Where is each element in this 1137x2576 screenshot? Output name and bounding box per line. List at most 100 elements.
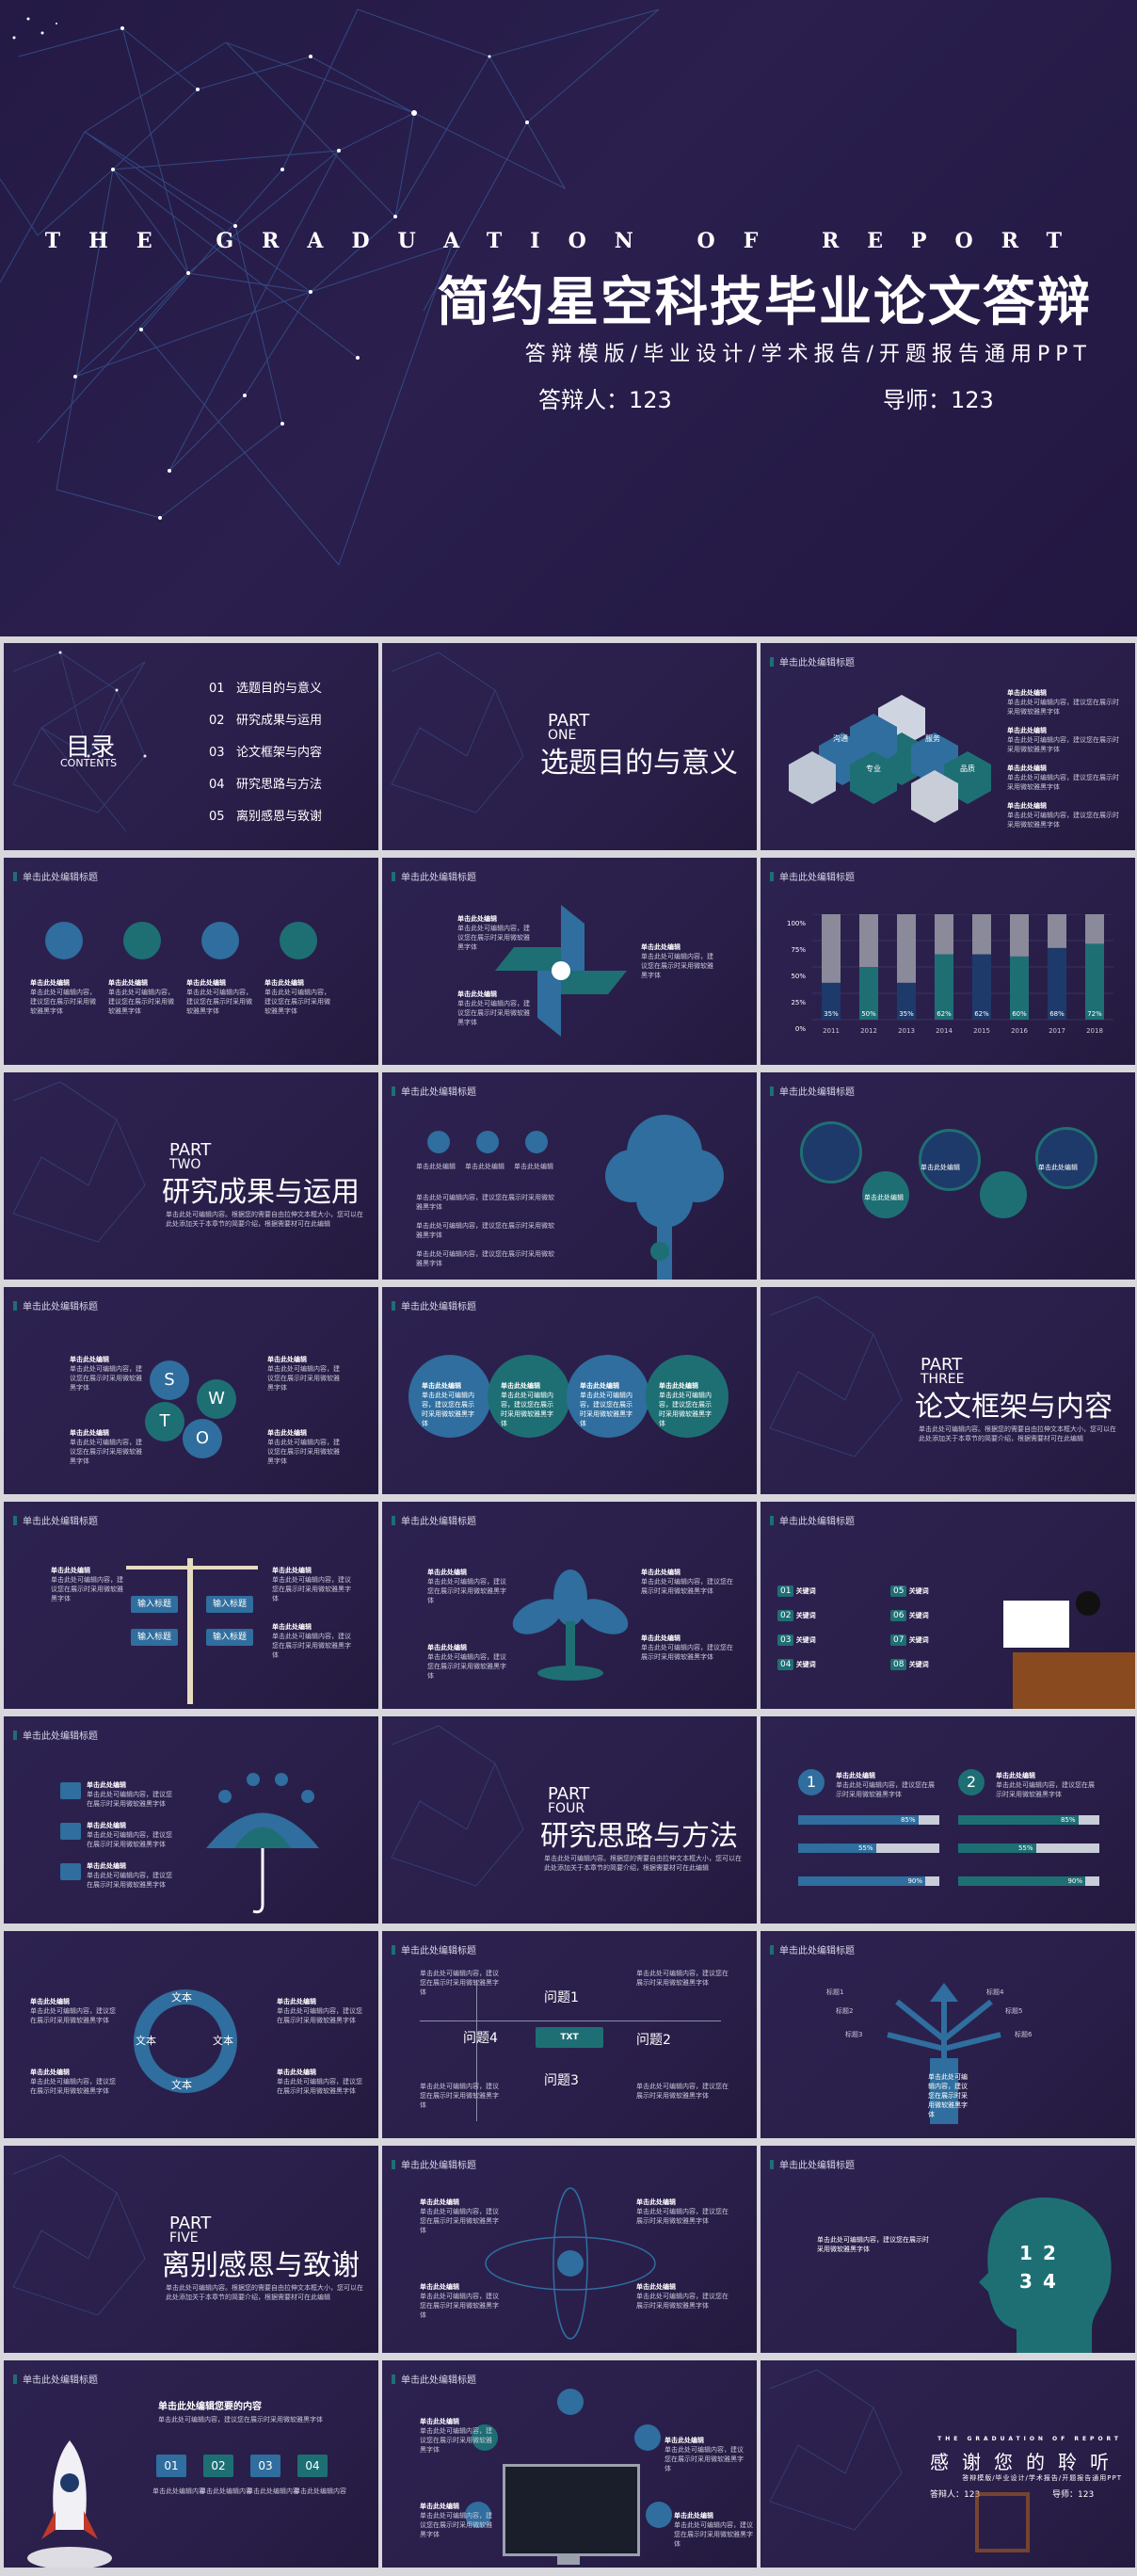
star-icon	[557, 2389, 584, 2415]
toc-item[interactable]: 05 离别感恩与致谢	[209, 801, 322, 833]
swot-t: T	[145, 1402, 184, 1441]
swot-w: W	[197, 1379, 236, 1419]
section-part: PART	[169, 2214, 212, 2233]
rocket-caption: 单击此处编辑内容	[247, 2487, 299, 2495]
network-decoration	[391, 652, 524, 813]
progress-number: 1	[798, 1769, 825, 1795]
slide-four-circles[interactable]: 单击此处编辑标题 单击此处编辑 单击此处可编辑内容，建议您在展示时采用微软雅黑字体…	[382, 1287, 757, 1494]
slide-keywords[interactable]: 单击此处编辑标题 01 关键词 02 关键词 03 关键词 04 关键词 05 …	[761, 1502, 1135, 1709]
slide-tree-icons[interactable]: 单击此处编辑标题 单击此处编辑 单击此处编辑 单击此处编辑 单击此处可编辑内容，…	[382, 1072, 757, 1280]
signpost-label[interactable]: 输入标题	[131, 1629, 178, 1646]
data-label: 62%	[974, 1010, 989, 1018]
slide-header: 单击此处编辑标题	[13, 1728, 98, 1742]
progress-fill: 55%	[958, 1843, 1036, 1853]
rocket-title: 单击此处编辑您要的内容	[158, 2402, 262, 2412]
progress-track: 55%	[958, 1843, 1099, 1853]
slide-gears[interactable]: 单击此处编辑标题 单击此处编辑 单击此处编辑 单击此处编辑	[761, 1072, 1135, 1280]
head-silhouette	[979, 2198, 1112, 2353]
toc-num: 01	[209, 682, 225, 696]
keyword-label: 关键词	[795, 1661, 816, 1668]
monitor-text: 单击此处编辑 单击此处可编辑内容，建议您在展示时采用微软雅黑字体	[420, 2418, 492, 2454]
toc-item[interactable]: 04 研究思路与方法	[209, 769, 322, 801]
slide-bar-chart[interactable]: 单击此处编辑标题 100% 75% 50% 25% 0% 35% 2011 50% 2…	[761, 858, 1135, 1065]
people-icon	[980, 1171, 1027, 1218]
bar-chart: 35% 2011 50% 2012 35% 2013 62% 2014 62% 2015 60% 20…	[812, 914, 1113, 1035]
slide-cycle[interactable]: 文本 文本 文本 文本 单击此处编辑 单击此处可编辑内容，建议您在展示时采用微软雅…	[4, 1931, 378, 2138]
cycle-text: 单击此处编辑 单击此处可编辑内容，建议您在展示时采用微软雅黑字体	[277, 2069, 362, 2095]
problem-label: 问题2	[636, 2033, 671, 2048]
keyword-num: 01	[777, 1586, 794, 1597]
slide-rocket[interactable]: 单击此处编辑标题 单击此处编辑您要的内容 单击此处可编辑内容，建议您在展示时采用…	[4, 2360, 378, 2568]
slide-signpost[interactable]: 单击此处编辑标题 输入标题 输入标题 输入标题 输入标题 单击此处编辑 单击此处可…	[4, 1502, 378, 1709]
problem-text: 单击此处可编辑内容，建议您在展示时采用微软雅黑字体	[636, 2083, 729, 2100]
signpost-label[interactable]: 输入标题	[206, 1629, 253, 1646]
lock-icon	[800, 1121, 862, 1183]
bar	[822, 982, 841, 1020]
slide-pinwheel[interactable]: 单击此处编辑标题 单击此处编辑 单击此处可编辑内容，建议您在展示时采用微软雅黑字体…	[382, 858, 757, 1065]
rocket-num: 04	[297, 2455, 328, 2477]
slide-umbrella[interactable]: 单击此处编辑标题 单击此处编辑 单击此处可编辑内容，建议您在展示时采用微软雅黑字体…	[4, 1716, 378, 1924]
progress-text: 单击此处编辑 单击此处可编辑内容，建议您在展示时采用微软雅黑字体	[996, 1772, 1095, 1798]
slide-thanks[interactable]: THE GRADUATION OF REPORT 感谢您的聆听 答辩模版/毕业设…	[761, 2360, 1135, 2568]
problem-text: 单击此处可编辑内容，建议您在展示时采用微软雅黑字体	[636, 1970, 729, 1987]
slide-monitor[interactable]: 单击此处编辑标题 单击此处编辑 单击此处可编辑内容，建议您在展示时采用微软雅黑字体…	[382, 2360, 757, 2568]
keyword-label: 关键词	[908, 1587, 929, 1595]
slide-header: 单击此处编辑标题	[392, 2157, 476, 2171]
slide-hex[interactable]: 单击此处编辑标题 沟通 专业 服务 品质 单击此处编辑 单击此处可编辑内容，建议您…	[761, 643, 1135, 850]
bar	[897, 982, 916, 1020]
progress-track: 90%	[798, 1876, 939, 1886]
slide-section-2[interactable]: PART TWO 研究成果与运用 单击此处可编辑内容。根据您的需要自由拉伸文本框…	[4, 1072, 378, 1280]
plant-text: 单击此处编辑 单击此处可编辑内容，建议您在展示时采用微软雅黑字体	[427, 1569, 506, 1604]
cover-slide[interactable]: THE GRADUATION OF REPORT 简约星空科技毕业论文答辩 答辩…	[0, 0, 1137, 636]
umbrella-graphic	[206, 1773, 319, 1914]
umbrella-text: 单击此处编辑 单击此处可编辑内容，建议您在展示时采用微软雅黑字体	[87, 1781, 172, 1808]
progress-fill: 85%	[958, 1815, 1079, 1825]
orbit-text: 单击此处编辑 单击此处可编辑内容，建议您在展示时采用微软雅黑字体	[420, 2198, 499, 2234]
thanks-subtitle: 答辩模版/毕业设计/学术报告/开题报告通用PPT	[962, 2474, 1122, 2482]
network-decoration	[769, 1296, 903, 1457]
slide-progress[interactable]: 1 2 单击此处编辑 单击此处可编辑内容，建议您在展示时采用微软雅黑字体 单击此处…	[761, 1716, 1135, 1924]
send-icon	[634, 2424, 661, 2451]
signpost-label[interactable]: 输入标题	[131, 1596, 178, 1613]
icon-caption: 单击此处编辑 单击此处可编辑内容，建议您在展示时采用微软雅黑字体	[30, 979, 96, 1015]
rocket-caption: 单击此处编辑内容	[294, 2487, 346, 2495]
signpost-text: 单击此处编辑 单击此处可编辑内容，建议您在展示时采用微软雅黑字体	[272, 1623, 351, 1659]
slide-plant[interactable]: 单击此处编辑标题 单击此处编辑 单击此处可编辑内容，建议您在展示时采用微软雅黑字体…	[382, 1502, 757, 1709]
cycle-text: 单击此处编辑 单击此处可编辑内容，建议您在展示时采用微软雅黑字体	[30, 2069, 116, 2095]
x-tick: 2011	[823, 1027, 840, 1035]
slide-section-1[interactable]: PART ONE 选题目的与意义	[382, 643, 757, 850]
toc-item[interactable]: 02 研究成果与运用	[209, 705, 322, 737]
progress-track: 90%	[958, 1876, 1099, 1886]
plant-text: 单击此处编辑 单击此处可编辑内容，建议您在展示时采用微软雅黑字体	[427, 1644, 506, 1680]
slide-arrows[interactable]: 单击此处编辑标题 标题1 标题2 标题3 标题4 标题5 标题6 单击此处可编辑…	[761, 1931, 1135, 2138]
icon-label: 单击此处编辑	[514, 1163, 553, 1170]
slide-head[interactable]: 单击此处编辑标题 单击此处可编辑内容，建议您在展示时采用微软雅黑字体 1 2 3…	[761, 2146, 1135, 2353]
slide-problems[interactable]: 单击此处编辑标题 问题1 问题2 问题3 问题4 TXT 单击此处可编辑内容，建…	[382, 1931, 757, 2138]
toc-item[interactable]: 03 论文框架与内容	[209, 737, 322, 769]
slide-orbit[interactable]: 单击此处编辑标题 单击此处编辑 单击此处可编辑内容，建议您在展示时采用微软雅黑字体…	[382, 2146, 757, 2353]
slide-icons[interactable]: 单击此处编辑标题 单击此处编辑 单击此处可编辑内容，建议您在展示时采用微软雅黑字体…	[4, 858, 378, 1065]
slide-section-5[interactable]: PART FIVE 离别感恩与致谢 单击此处可编辑内容。根据您的需要自由拉伸文本…	[4, 2146, 378, 2353]
progress-track: 85%	[798, 1815, 939, 1825]
x-tick: 2013	[898, 1027, 915, 1035]
signpost-label[interactable]: 输入标题	[206, 1596, 253, 1613]
data-label: 68%	[1049, 1010, 1065, 1018]
icon-caption: 单击此处编辑 单击此处可编辑内容，建议您在展示时采用微软雅黑字体	[108, 979, 174, 1015]
toc-list: 01 选题目的与意义 02 研究成果与运用 03 论文框架与内容 04 研究思路…	[209, 673, 322, 833]
slide-swot[interactable]: 单击此处编辑标题 S W T O 单击此处编辑 单击此处可编辑内容，建议您在展示时…	[4, 1287, 378, 1494]
toc-item[interactable]: 01 选题目的与意义	[209, 673, 322, 705]
y-tick: 100%	[787, 920, 807, 927]
icon-caption: 单击此处编辑 单击此处可编辑内容，建议您在展示时采用微软雅黑字体	[264, 979, 330, 1015]
slide-toc[interactable]: 目录 CONTENTS 01 选题目的与意义 02 研究成果与运用 03 论文框…	[4, 643, 378, 850]
x-tick: 2017	[1049, 1027, 1065, 1035]
y-tick: 25%	[791, 999, 806, 1006]
problem-text: 单击此处可编辑内容，建议您在展示时采用微软雅黑字体	[420, 2083, 499, 2109]
x-tick: 2014	[936, 1027, 953, 1035]
user-icon	[476, 1131, 499, 1153]
slide-section-4[interactable]: PART FOUR 研究思路与方法 单击此处可编辑内容。根据您的需要自由拉伸文本…	[382, 1716, 757, 1924]
slide-section-3[interactable]: PART THREE 论文框架与内容 单击此处可编辑内容。根据您的需要自由拉伸文…	[761, 1287, 1135, 1494]
section-part-num: THREE	[921, 1372, 965, 1387]
x-tick: 2016	[1011, 1027, 1028, 1035]
rocket-num: 01	[156, 2455, 186, 2477]
data-label: 62%	[937, 1010, 952, 1018]
